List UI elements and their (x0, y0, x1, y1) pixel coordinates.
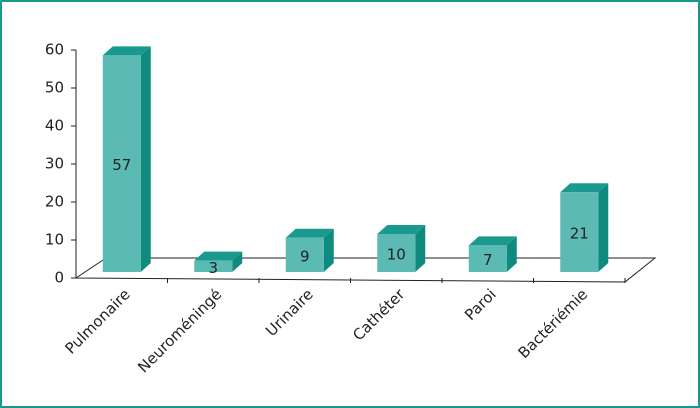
value-label: 9 (300, 247, 310, 265)
y-tick-label: 30 (45, 155, 64, 173)
y-tick-label: 50 (45, 79, 64, 97)
bar (377, 234, 416, 272)
bar-top (102, 46, 151, 56)
y-tick-label: 20 (45, 193, 64, 211)
y-tick-label: 60 (45, 41, 64, 59)
bar-side (506, 236, 517, 272)
bar-top (468, 236, 517, 246)
value-label: 57 (112, 156, 131, 174)
bar-side (415, 225, 426, 272)
value-label: 7 (483, 251, 493, 269)
y-tick-label: 10 (45, 231, 64, 249)
value-label: 3 (208, 259, 218, 277)
bar (468, 245, 507, 272)
y-tick-label: 0 (54, 269, 64, 287)
bar-side (140, 46, 151, 273)
bar-side (232, 251, 243, 272)
bar-side (323, 228, 334, 272)
value-label: 10 (387, 246, 406, 264)
bar-top (560, 183, 609, 193)
bar (194, 260, 233, 272)
bar-top (285, 228, 334, 238)
bar (560, 192, 599, 272)
bar-top (377, 225, 426, 234)
value-label: 21 (570, 225, 589, 243)
bar (285, 237, 324, 272)
bar (102, 55, 141, 273)
bar-top (194, 251, 243, 261)
bar-side (598, 183, 609, 272)
y-tick-label: 40 (45, 117, 64, 135)
